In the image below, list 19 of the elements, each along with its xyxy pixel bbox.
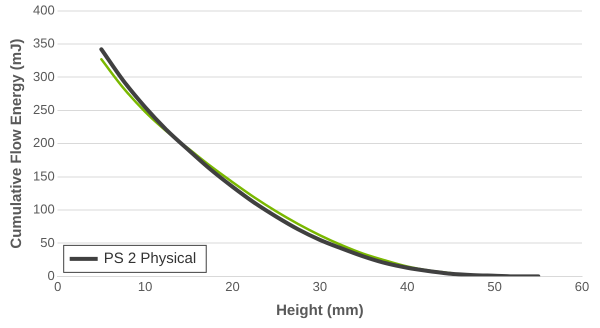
y-tick-label: 200 [32,135,55,150]
x-tick-label: 20 [225,278,240,294]
y-tick-label: 150 [32,168,55,184]
y-tick-label: 250 [32,102,55,117]
x-tick-label: 10 [138,278,152,294]
x-tick-label: 40 [400,278,414,294]
line-series [99,47,540,276]
y-tick-label: 350 [32,36,55,51]
x-tick-label: 30 [312,278,328,294]
y-tick-label: 0 [47,268,55,283]
y-tick-label: 400 [32,2,55,18]
y-axis-title: Cumulative Flow Energy (mJ) [8,38,26,249]
x-tick-label: 60 [574,278,590,294]
y-tick-label: 300 [32,68,55,84]
x-axis-title: Height (mm) [276,302,364,320]
x-tick-label: 50 [487,278,502,294]
y-tick-label: 50 [40,234,55,250]
legend-label: PS 2 Physical [104,250,196,268]
y-tick-label: 100 [32,202,55,217]
